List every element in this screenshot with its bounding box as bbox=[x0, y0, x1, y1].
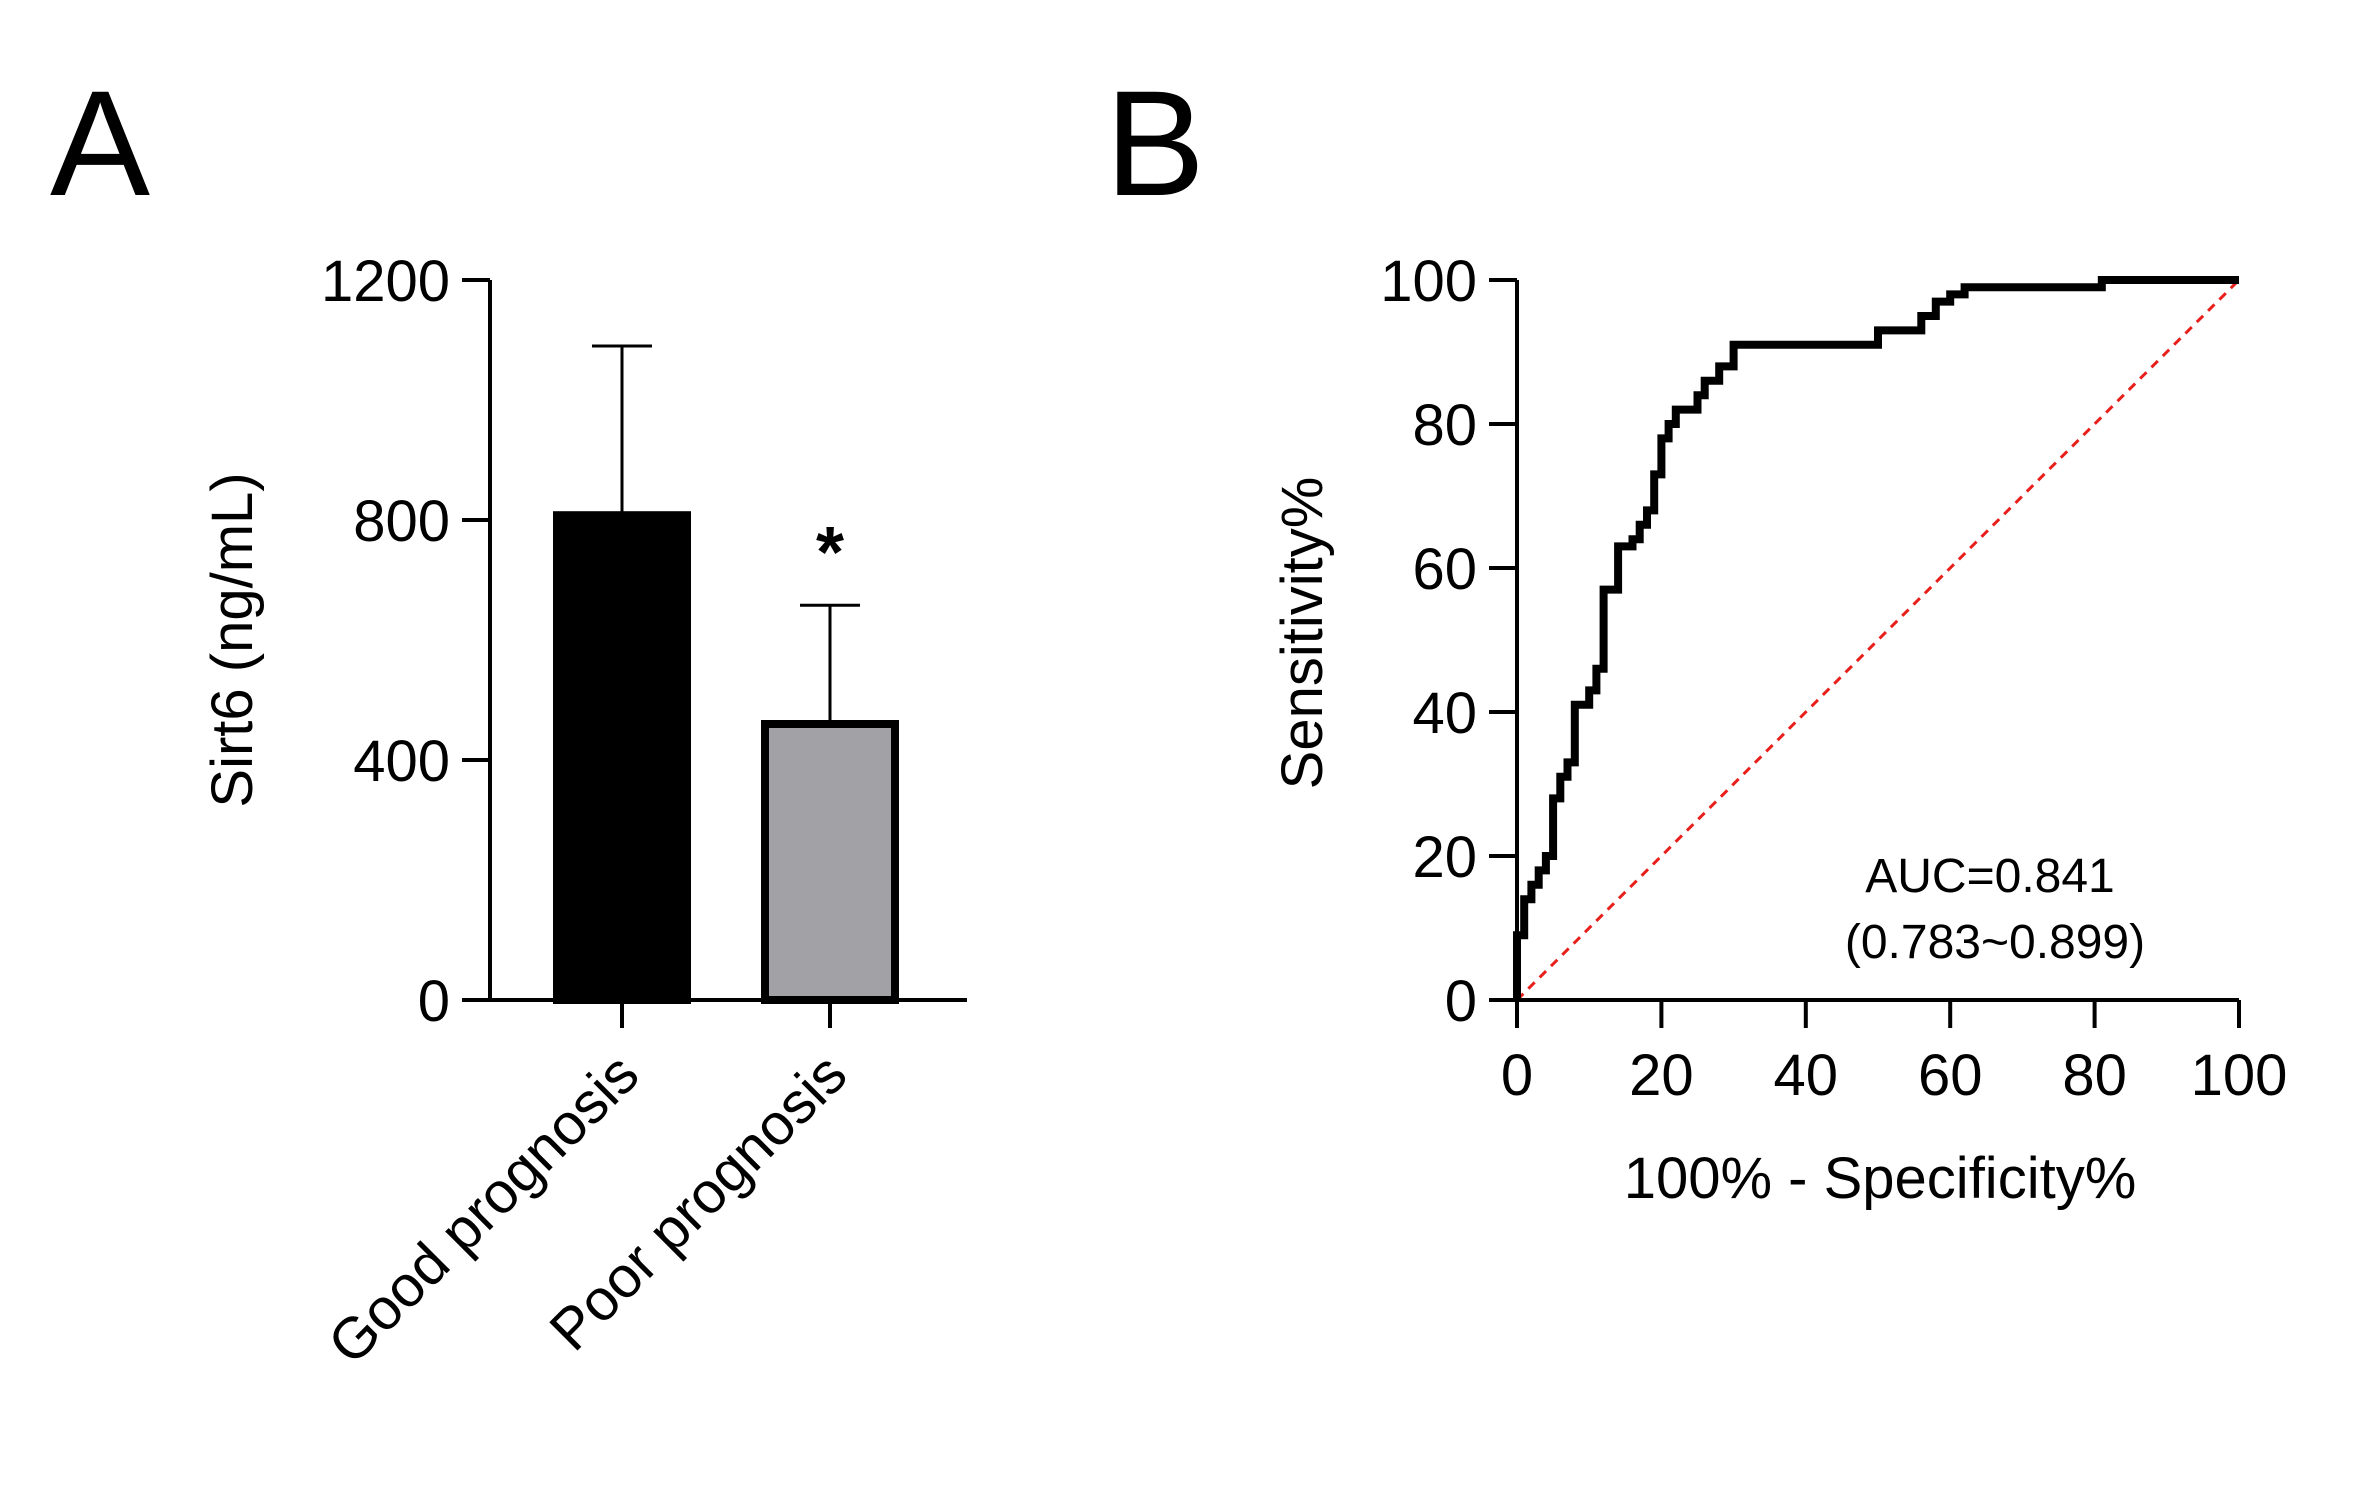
roc-curve-line bbox=[1513, 276, 2239, 1000]
error-bars bbox=[592, 344, 860, 724]
y-tick-label-100: 100 bbox=[1380, 249, 1477, 314]
roc-curve bbox=[1513, 276, 2239, 1000]
panel-a-letter: A bbox=[50, 59, 150, 227]
y-axis: 0 20 40 60 80 100 bbox=[1380, 249, 1519, 1034]
x-axis-label: 100% - Specificity% bbox=[1624, 1146, 2137, 1211]
y-tick-label-800: 800 bbox=[353, 489, 450, 554]
y-axis-label: Sensitivity% bbox=[1270, 477, 1335, 790]
x-axis: 0 20 40 60 80 100 bbox=[1501, 998, 2288, 1108]
panel-b: B 0 20 40 60 80 100 0 20 40 60 80 100 100% - Speci… bbox=[1105, 59, 2287, 1211]
diagonal-reference-line bbox=[1515, 278, 2241, 1002]
bar-good-prognosis bbox=[553, 511, 691, 1004]
x-tick-label-100: 100 bbox=[2191, 1043, 2288, 1108]
y-tick-label-0: 0 bbox=[418, 969, 450, 1034]
x-tick-label-0: 0 bbox=[1501, 1043, 1533, 1108]
auc-ci-annotation: (0.783~0.899) bbox=[1845, 916, 2145, 969]
x-tick-label-40: 40 bbox=[1774, 1043, 1839, 1108]
auc-annotation: AUC=0.841 bbox=[1865, 850, 2115, 903]
bars bbox=[553, 511, 899, 1004]
reference-line bbox=[1515, 278, 2241, 1002]
y-tick-label-0: 0 bbox=[1445, 969, 1477, 1034]
y-axis: 0 400 800 1200 bbox=[321, 249, 492, 1034]
panel-b-letter: B bbox=[1105, 59, 1205, 227]
y-axis-label: Sirt6 (ng/mL) bbox=[200, 472, 265, 807]
y-tick-label-80: 80 bbox=[1412, 393, 1477, 458]
x-tick-label-80: 80 bbox=[2062, 1043, 2127, 1108]
x-tick-label-60: 60 bbox=[1918, 1043, 1983, 1108]
y-tick-label-20: 20 bbox=[1412, 825, 1477, 890]
y-tick-label-60: 60 bbox=[1412, 537, 1477, 602]
y-tick-label-400: 400 bbox=[353, 729, 450, 794]
significance-star: * bbox=[816, 513, 844, 593]
bar-poor-prognosis bbox=[761, 720, 899, 1004]
significance-markers: * bbox=[816, 513, 844, 593]
y-tick-label-1200: 1200 bbox=[321, 249, 450, 314]
y-tick-label-40: 40 bbox=[1412, 681, 1477, 746]
x-tick-label-20: 20 bbox=[1629, 1043, 1694, 1108]
